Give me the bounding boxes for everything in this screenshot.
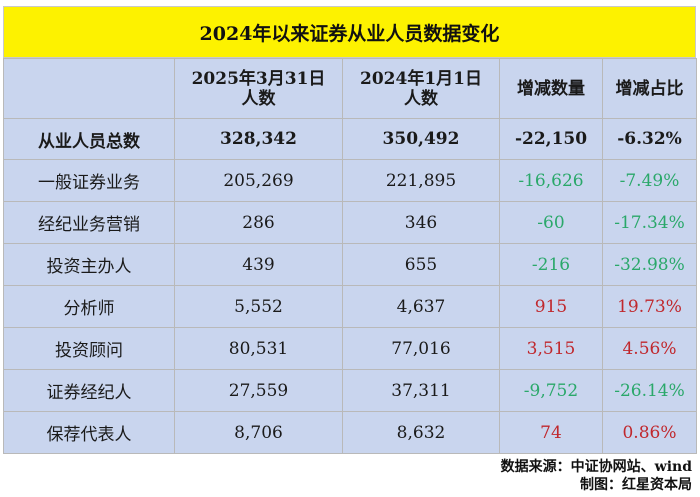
row-2024: 37,311 [342,369,500,412]
row-2025: 439 [174,243,343,286]
total-pct: -6.32% [602,118,697,160]
table-row: 分析师 5,552 4,637 915 19.73% [3,285,697,328]
footer-notes: 数据来源：中证协网站、wind 制图：红星资本局 [292,458,692,494]
chart-maker: 制图：红星资本局 [580,477,692,493]
header-row: 2025年3月31日 人数 2024年1月1日 人数 增减数量 增减占比 [3,58,697,119]
row-change: 3,515 [499,327,603,370]
row-label: 分析师 [3,285,175,328]
total-label: 从业人员总数 [3,118,175,160]
total-row: 从业人员总数 328,342 350,492 -22,150 -6.32% [3,118,697,160]
row-2025: 27,559 [174,369,343,412]
row-label: 一般证券业务 [3,159,175,202]
total-2025: 328,342 [174,118,343,160]
row-pct: -32.98% [602,243,697,286]
row-pct: -17.34% [602,201,697,244]
row-2024: 8,632 [342,411,500,454]
table-row: 投资顾问 80,531 77,016 3,515 4.56% [3,327,697,370]
row-label: 投资顾问 [3,327,175,370]
row-pct: 0.86% [602,411,697,454]
header-change: 增减数量 [499,58,603,119]
data-source: 数据来源：中证协网站、wind [500,459,692,475]
table-title: 2024年以来证券从业人员数据变化 [3,6,696,58]
table-row: 投资主办人 439 655 -216 -32.98% [3,243,697,286]
row-2025: 8,706 [174,411,343,454]
row-2025: 286 [174,201,343,244]
total-2024: 350,492 [342,118,500,160]
header-2025-count: 2025年3月31日 人数 [174,58,343,119]
row-change: -9,752 [499,369,603,412]
header-change-pct: 增减占比 [602,58,697,119]
row-change: -60 [499,201,603,244]
header-category [3,58,175,119]
row-2025: 80,531 [174,327,343,370]
row-change: 74 [499,411,603,454]
row-label: 证券经纪人 [3,369,175,412]
row-2024: 655 [342,243,500,286]
table-row: 证券经纪人 27,559 37,311 -9,752 -26.14% [3,369,697,412]
row-label: 保荐代表人 [3,411,175,454]
table-row: 一般证券业务 205,269 221,895 -16,626 -7.49% [3,159,697,202]
row-label: 经纪业务营销 [3,201,175,244]
table-row: 经纪业务营销 286 346 -60 -17.34% [3,201,697,244]
row-label: 投资主办人 [3,243,175,286]
personnel-table: 2025年3月31日 人数 2024年1月1日 人数 增减数量 增减占比 从业人… [3,58,697,454]
total-change: -22,150 [499,118,603,160]
row-change: -16,626 [499,159,603,202]
row-change: 915 [499,285,603,328]
row-2024: 221,895 [342,159,500,202]
row-2024: 346 [342,201,500,244]
row-2024: 77,016 [342,327,500,370]
row-2024: 4,637 [342,285,500,328]
row-change: -216 [499,243,603,286]
row-pct: -7.49% [602,159,697,202]
table-row: 保荐代表人 8,706 8,632 74 0.86% [3,411,697,454]
row-2025: 5,552 [174,285,343,328]
row-pct: 4.56% [602,327,697,370]
header-2024-count: 2024年1月1日 人数 [342,58,500,119]
row-pct: -26.14% [602,369,697,412]
row-pct: 19.73% [602,285,697,328]
row-2025: 205,269 [174,159,343,202]
